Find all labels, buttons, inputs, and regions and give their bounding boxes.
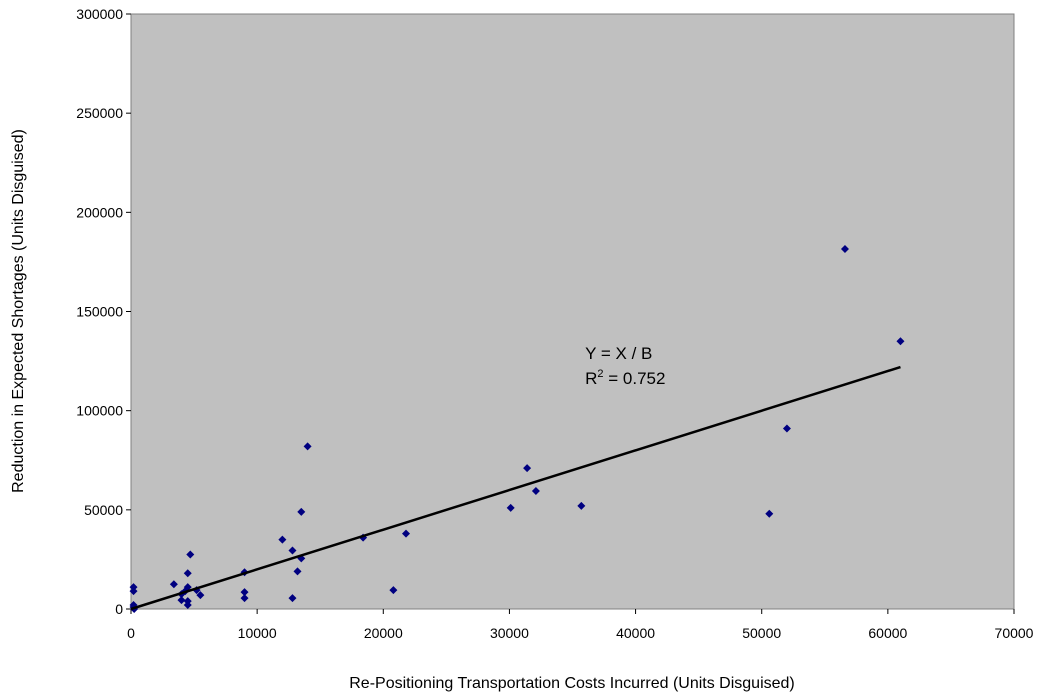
r-squared-superscript: 2 [597, 368, 603, 380]
y-axis-title: Reduction in Expected Shortages (Units D… [10, 129, 27, 493]
data-point [186, 550, 195, 559]
data-point [196, 591, 205, 600]
data-point [129, 587, 138, 596]
plot-area [130, 13, 1015, 610]
data-point [782, 424, 791, 433]
y-tick-label: 300000 [76, 6, 123, 22]
x-tick-label: 0 [127, 625, 135, 641]
data-point [177, 596, 186, 605]
x-tick-label: 10000 [238, 625, 277, 641]
y-tick-label: 250000 [76, 105, 123, 121]
y-tick-label: 50000 [84, 502, 123, 518]
data-point [240, 588, 249, 597]
data-point [765, 509, 774, 518]
data-point [288, 546, 297, 555]
data-point [303, 442, 312, 451]
y-tick-label: 150000 [76, 304, 123, 320]
data-point [183, 583, 192, 592]
data-point [389, 586, 398, 595]
data-point [297, 507, 306, 516]
data-point [293, 567, 302, 576]
x-tick-label: 20000 [364, 625, 403, 641]
r-squared-value: = 0.752 [604, 369, 666, 388]
r-squared-label: R2 = 0.752 [585, 368, 665, 388]
data-point [531, 486, 540, 495]
data-point [577, 501, 586, 510]
y-tick-label: 200000 [76, 204, 123, 220]
x-tick-label: 50000 [742, 625, 781, 641]
data-point [506, 503, 515, 512]
r-squared-prefix: R [585, 369, 597, 388]
x-axis-title: Re-Positioning Transportation Costs Incu… [349, 675, 795, 692]
data-point [288, 594, 297, 603]
data-point [240, 594, 249, 603]
y-axis: 0 50000 100000 150000 200000 250000 300000 [76, 6, 131, 617]
x-tick-label: 30000 [490, 625, 529, 641]
data-point [278, 535, 287, 544]
data-point [183, 569, 192, 578]
data-point [523, 464, 532, 473]
trendline-equation: Y = X / B [585, 344, 652, 363]
data-point [896, 337, 905, 346]
data-point [840, 245, 849, 254]
x-axis: 0 10000 20000 30000 40000 50000 60000 70000 [127, 609, 1034, 641]
x-tick-label: 70000 [995, 625, 1034, 641]
x-tick-label: 40000 [616, 625, 655, 641]
y-tick-label: 0 [115, 601, 123, 617]
y-tick-label: 100000 [76, 403, 123, 419]
data-point [401, 529, 410, 538]
data-point [183, 597, 192, 606]
trendline [130, 365, 901, 611]
x-tick-label: 60000 [868, 625, 907, 641]
data-point [169, 580, 178, 589]
